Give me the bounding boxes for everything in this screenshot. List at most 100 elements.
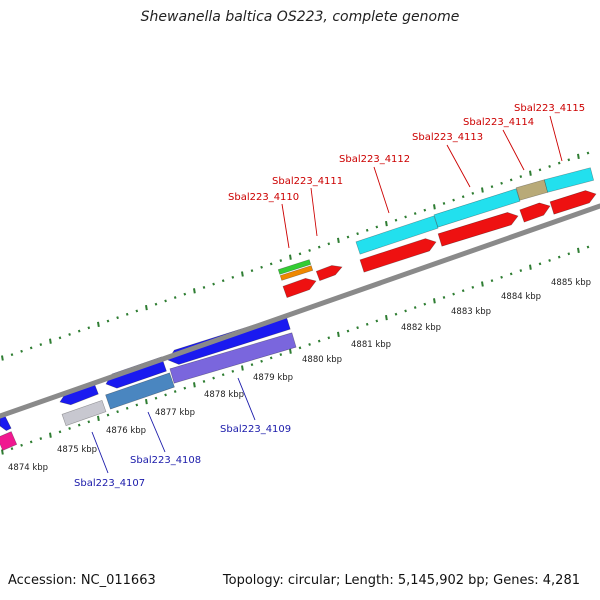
inner-tick: [250, 363, 254, 367]
scale-label: 4883 kbp: [451, 307, 491, 317]
outer-tick: [471, 191, 475, 195]
outer-tick: [509, 178, 513, 182]
outer-tick: [385, 220, 388, 227]
scale-label: 4877 kbp: [155, 408, 195, 418]
inner-tick: [116, 410, 119, 414]
inner-tick: [471, 285, 475, 289]
gene-leader-line: [147, 411, 166, 453]
outer-tick: [308, 249, 311, 252]
inner-tick: [164, 393, 167, 397]
gene-label: Sbal223_4112: [339, 154, 410, 165]
outer-tick: [404, 215, 407, 219]
gene-label: Sbal223_4111: [272, 176, 343, 187]
outer-tick: [125, 312, 129, 316]
outer-tick: [442, 201, 446, 205]
outer-tick: [356, 232, 359, 236]
gene-label: Sbal223_4110: [228, 192, 299, 203]
inner-tick: [509, 272, 513, 276]
inner-tick: [269, 356, 273, 360]
inner-tick: [173, 390, 177, 393]
outer-tick: [461, 195, 465, 199]
outer-tick: [298, 252, 302, 256]
inner-tick: [49, 432, 52, 438]
gene-gray: [61, 399, 107, 427]
outer-tick: [548, 165, 551, 168]
scale-label: 4880 kbp: [302, 355, 342, 365]
inner-tick: [567, 252, 571, 256]
scale-label: 4881 kbp: [351, 340, 391, 350]
outer-tick: [221, 279, 225, 283]
inner-tick: [356, 326, 359, 330]
outer-tick: [481, 187, 484, 193]
inner-tick: [97, 415, 100, 422]
outer-tick: [433, 204, 436, 210]
outer-tick: [212, 282, 215, 286]
gene-label: Sbal223_4115: [514, 103, 585, 114]
outer-tick: [260, 265, 263, 269]
outer-tick: [145, 304, 148, 311]
outer-tick: [365, 228, 369, 232]
scale-label: 4885 kbp: [551, 278, 591, 288]
scale-label: 4875 kbp: [57, 445, 97, 455]
outer-tick: [529, 170, 532, 176]
inner-tick: [346, 329, 350, 333]
inner-tick: [548, 259, 551, 262]
gene-leader-line: [446, 144, 471, 188]
inner-tick: [289, 348, 292, 354]
outer-tick: [135, 309, 139, 313]
outer-tick: [394, 218, 398, 222]
inner-tick: [260, 359, 263, 363]
gene-purple: [169, 332, 297, 384]
gene-red: [282, 278, 317, 299]
inner-tick: [279, 353, 283, 357]
map-title: Shewanella baltica OS223, complete genom…: [140, 9, 460, 25]
inner-tick: [327, 336, 331, 340]
outer-tick: [20, 349, 23, 353]
gene-leader-line: [237, 377, 256, 421]
outer-tick: [567, 158, 571, 162]
inner-tick: [481, 281, 484, 287]
inner-tick: [135, 403, 139, 407]
outer-tick-ring: [1, 151, 590, 361]
inner-tick: [337, 331, 340, 338]
scale-label: 4879 kbp: [253, 373, 293, 383]
gene-leader-line: [281, 203, 290, 249]
scale-label: 4882 kbp: [401, 323, 441, 333]
inner-tick: [1, 449, 4, 455]
gene-cyan: [433, 188, 521, 228]
inner-tick: [154, 396, 158, 400]
inner-tick: [557, 255, 561, 259]
inner-tick: [10, 447, 14, 451]
inner-tick: [452, 292, 455, 296]
inner-tick: [404, 309, 407, 313]
scale-labels: 4874 kbp 4875 kbp 4876 kbp 4877 kbp 4878 kbp…: [8, 278, 591, 473]
inner-tick-ring: [1, 245, 590, 455]
outer-tick: [58, 336, 62, 340]
outer-tick: [250, 269, 254, 273]
inner-tick: [202, 379, 206, 383]
outer-tick: [241, 271, 244, 277]
inner-tick: [538, 262, 542, 266]
inner-tick: [212, 376, 215, 380]
gene-red: [549, 190, 597, 215]
gene-blue: [0, 415, 12, 432]
gene-leader-line: [549, 115, 563, 162]
gene-cyan: [543, 167, 595, 193]
genome-backbone: [0, 203, 600, 419]
gene-leader-line: [310, 187, 318, 237]
gene-khaki: [515, 179, 549, 201]
gene-magenta: [0, 431, 18, 451]
inner-tick: [68, 427, 71, 430]
inner-tick: [193, 382, 196, 388]
inner-tick: [586, 245, 590, 249]
inner-tick: [461, 289, 465, 293]
outer-tick: [10, 353, 14, 357]
outer-tick: [164, 299, 167, 303]
outer-tick: [538, 168, 542, 172]
gene-leader-line: [502, 129, 525, 171]
outer-tick: [337, 237, 340, 244]
inner-tick: [221, 373, 225, 377]
gene-label: Sbal223_4114: [463, 117, 534, 128]
inner-tick: [394, 312, 398, 316]
gene-label: Sbal223_4109: [220, 424, 291, 435]
